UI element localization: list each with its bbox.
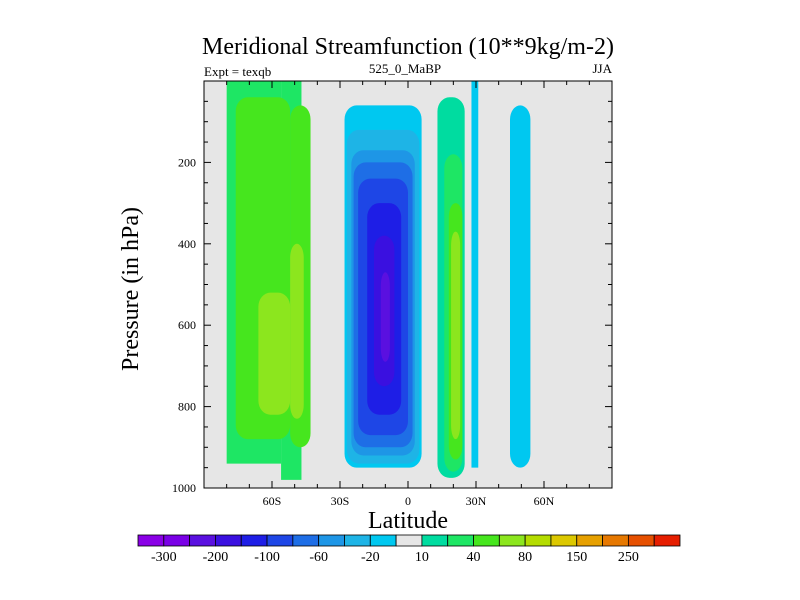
colorbar-label: -300 xyxy=(151,550,177,565)
colorbar-box xyxy=(189,534,216,547)
colorbar-box xyxy=(395,534,423,547)
colorbar-box xyxy=(627,534,655,547)
x-axis-label: Latitude xyxy=(368,508,448,534)
colorbar-label: 150 xyxy=(566,550,587,565)
colorbar-box xyxy=(653,534,681,547)
colorbar-label: -100 xyxy=(254,550,280,565)
colorbar-box xyxy=(163,534,191,547)
experiment-label: Expt = texqb xyxy=(204,64,271,79)
y-axis-ticks: 200 400 600 800 1000 xyxy=(172,100,612,495)
y-tick-label: 800 xyxy=(178,400,196,414)
colorbar-label: -20 xyxy=(361,550,380,565)
y-tick-label: 400 xyxy=(178,237,196,251)
colorbar-box xyxy=(421,534,449,547)
colorbar-box xyxy=(266,534,294,547)
colorbar-box xyxy=(602,534,629,547)
contour-region xyxy=(510,105,531,468)
colorbar-box xyxy=(369,534,397,547)
colorbar-label: 10 xyxy=(415,550,429,565)
colorbar-box xyxy=(137,534,165,547)
y-tick-label: 200 xyxy=(178,155,196,169)
colorbar-box xyxy=(292,534,320,547)
contour-region xyxy=(380,272,390,362)
y-tick-label: 1000 xyxy=(172,481,196,495)
colorbar-box xyxy=(447,534,474,547)
x-tick-label: 30S xyxy=(331,494,350,508)
x-tick-label: 60S xyxy=(263,494,282,508)
contour-region xyxy=(290,243,304,419)
colorbar-label: 40 xyxy=(467,550,481,565)
colorbar-box xyxy=(550,534,578,547)
colorbar-box xyxy=(215,534,242,547)
contour-region xyxy=(451,231,461,440)
period-label: 525_0_MaBP xyxy=(369,61,441,76)
colorbar-label: -200 xyxy=(203,550,229,565)
x-tick-label: 0 xyxy=(405,494,411,508)
x-tick-label: 30N xyxy=(466,494,487,508)
colorbar-box xyxy=(524,534,552,547)
chart-title: Meridional Streamfunction (10**9kg/m-2) xyxy=(202,34,614,60)
x-axis-ticks: 60S 30S 0 30N 60N xyxy=(226,81,590,508)
contour-region xyxy=(471,81,479,468)
colorbar-box xyxy=(344,534,371,547)
colorbar-box xyxy=(473,534,500,547)
contour-region xyxy=(258,292,291,415)
colorbar-label: -60 xyxy=(309,550,328,565)
colorbar-box xyxy=(318,534,345,547)
colorbar-label: 80 xyxy=(518,550,532,565)
colorbar-label: 250 xyxy=(618,550,639,565)
y-tick-label: 600 xyxy=(178,318,196,332)
colorbar-box xyxy=(576,534,603,547)
x-tick-label: 60N xyxy=(534,494,555,508)
contour-plot xyxy=(203,80,613,489)
y-axis-label: Pressure (in hPa) xyxy=(118,207,144,371)
colorbar-box xyxy=(498,534,526,547)
colorbar: -300 -200 -100 -60 -20 10 40 80 150 250 xyxy=(137,534,681,565)
colorbar-box xyxy=(240,534,268,547)
season-label: JJA xyxy=(592,61,612,76)
